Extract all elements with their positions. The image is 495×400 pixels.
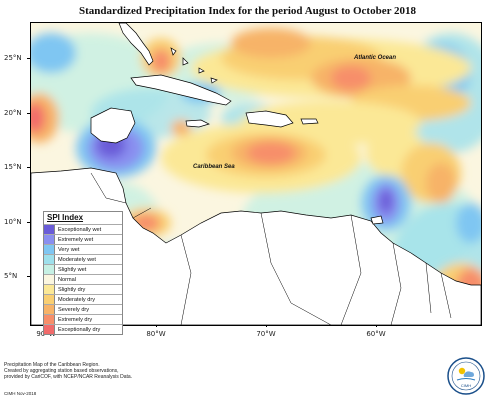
legend-item: Severely dry xyxy=(44,304,122,314)
legend-item: Moderately dry xyxy=(44,294,122,304)
legend-label: Exceptionally wet xyxy=(58,226,102,233)
legend-item: Normal xyxy=(44,274,122,284)
logo-text: CIMH xyxy=(461,383,471,388)
legend-swatch xyxy=(44,285,55,294)
legend-swatch xyxy=(44,305,55,314)
legend-item: Moderately wet xyxy=(44,254,122,264)
legend-label: Very wet xyxy=(58,246,80,253)
legend-label: Exceptionally dry xyxy=(58,326,101,333)
legend-swatch xyxy=(44,265,55,274)
lat-tick xyxy=(27,58,30,59)
legend-swatch xyxy=(44,275,55,284)
lat-label-5n: 5°N xyxy=(4,272,18,280)
lat-tick xyxy=(27,113,30,114)
legend-label: Moderately dry xyxy=(58,296,95,303)
legend-label: Moderately wet xyxy=(58,256,96,263)
legend-item: Slightly wet xyxy=(44,264,122,274)
lat-label-15n: 15°N xyxy=(4,163,22,171)
legend-label: Normal xyxy=(58,276,77,283)
country-borders xyxy=(90,172,452,325)
legend-swatch xyxy=(44,295,55,304)
lat-tick xyxy=(27,222,30,223)
lon-label-70w: 70°W xyxy=(256,330,276,338)
legend-swatch xyxy=(44,245,55,254)
legend-swatch xyxy=(44,315,55,324)
caribbean-sea-label: Caribbean Sea xyxy=(193,164,235,170)
lat-label-20n: 20°N xyxy=(4,109,22,117)
legend-swatch xyxy=(44,225,55,234)
lat-label-25n: 25°N xyxy=(4,54,22,62)
legend-label: Severely dry xyxy=(58,306,90,313)
atlantic-ocean-label: Atlantic Ocean xyxy=(354,55,397,61)
footer-line: Precipitation Map of the Caribbean Regio… xyxy=(4,362,100,368)
legend-label: Slightly wet xyxy=(58,266,87,273)
legend-item: Exceptionally dry xyxy=(44,324,122,334)
legend-item: Extremely dry xyxy=(44,314,122,324)
lon-label-60w: 60°W xyxy=(366,330,386,338)
spi-legend: SPI Index Exceptionally wet Extremely wet… xyxy=(43,211,123,335)
footer-line: provided by CariCOF, with NCEP/NCAR Rean… xyxy=(4,374,133,380)
legend-item: Slightly dry xyxy=(44,284,122,294)
spi-map xyxy=(30,22,482,326)
landmass-outline xyxy=(31,23,481,325)
legend-swatch xyxy=(44,255,55,264)
lat-label-10n: 10°N xyxy=(4,218,22,226)
lat-tick xyxy=(27,167,30,168)
legend-items: Exceptionally wet Extremely wet Very wet Mo… xyxy=(44,224,122,334)
legend-label: Slightly dry xyxy=(58,286,86,293)
legend-item: Exceptionally wet xyxy=(44,224,122,234)
lon-label-80w: 80°W xyxy=(146,330,166,338)
legend-label: Extremely dry xyxy=(58,316,93,323)
spi-map-canvas xyxy=(31,23,481,325)
legend-swatch xyxy=(44,325,55,334)
map-title: Standardized Precipitation Index for the… xyxy=(78,5,417,17)
legend-item: Very wet xyxy=(44,244,122,254)
legend-item: Extremely wet xyxy=(44,234,122,244)
map-credit: CIMH Nov-2018 xyxy=(4,391,37,396)
legend-title: SPI Index xyxy=(47,213,84,222)
cimh-logo-icon: CIMH xyxy=(447,357,485,395)
lat-tick xyxy=(27,276,30,277)
legend-label: Extremely wet xyxy=(58,236,94,243)
footer-line: Created by aggregating station based obs… xyxy=(4,368,119,374)
map-footer: Precipitation Map of the Caribbean Regio… xyxy=(4,362,244,380)
legend-swatch xyxy=(44,235,55,244)
